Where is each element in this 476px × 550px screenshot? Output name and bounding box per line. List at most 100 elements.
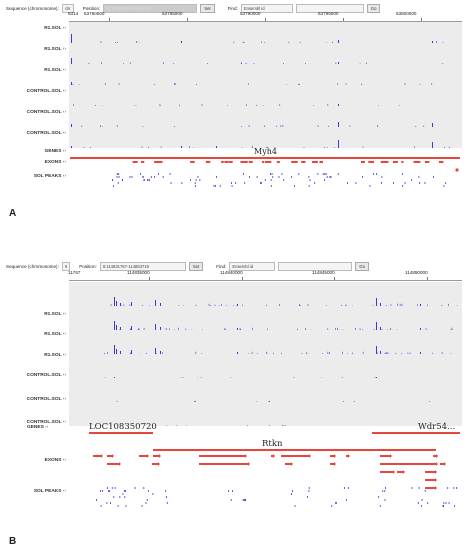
find-input[interactable]: [278, 262, 353, 271]
signal-peak: [354, 401, 355, 402]
signal-peak: [372, 305, 374, 306]
track-exons[interactable]: [69, 448, 462, 485]
signal-peak: [409, 352, 411, 354]
set-button[interactable]: Set: [200, 4, 215, 13]
position-input[interactable]: 11:67160000-67190000: [103, 4, 198, 13]
signal-peak: [221, 304, 222, 306]
sol-peak-mark: [190, 179, 192, 181]
exon-arrow: [291, 462, 293, 466]
track-label-genes[interactable]: GENES ‹›: [44, 149, 66, 154]
track-label-control-sol[interactable]: CONTROL.SOL ‹›: [26, 373, 66, 378]
signal-peak: [71, 34, 72, 43]
track-label-r1-sol[interactable]: R1.SOL ‹›: [44, 68, 66, 73]
signal-peak: [123, 304, 125, 306]
find-input[interactable]: [295, 4, 364, 13]
ruler-tick-label: 53800000: [396, 11, 417, 16]
track-sol-peaks[interactable]: [69, 484, 462, 519]
signal-peak: [241, 147, 243, 148]
exon-arrow: [436, 462, 438, 466]
exon-block: [380, 161, 386, 163]
exon-block: [368, 161, 375, 163]
signal-peak: [146, 353, 147, 354]
signal-peak: [449, 329, 451, 330]
sequence-select[interactable]: 6: [61, 262, 71, 271]
exon-block: [440, 463, 444, 465]
signal-peak: [338, 40, 339, 43]
signal-peak: [163, 62, 164, 64]
signal-peak: [432, 352, 434, 354]
signal-peak: [169, 328, 170, 330]
signal-peak: [134, 105, 135, 106]
signal-peak: [322, 353, 323, 354]
sol-peak-mark: [231, 185, 233, 187]
find-select[interactable]: Ensembl id: [240, 4, 293, 13]
signal-peak: [293, 377, 295, 378]
track-label-control-sol[interactable]: CONTROL.SOL ‹›: [26, 131, 66, 136]
sequence-select[interactable]: chr: [61, 4, 74, 13]
signal-peak: [252, 146, 253, 148]
signal-peak: [240, 329, 241, 330]
track-label-control-sol[interactable]: CONTROL.SOL ‹›: [26, 397, 66, 402]
signal-peak: [155, 300, 156, 306]
track-label-exons[interactable]: EXONS ‹›: [44, 160, 66, 165]
sol-peak-mark: [215, 185, 216, 187]
signal-peak: [359, 63, 361, 64]
track-label-control-sol[interactable]: CONTROL.SOL ‹›: [26, 110, 66, 115]
signal-peak: [236, 305, 238, 306]
signal-peak: [341, 305, 342, 306]
signal-peak: [327, 104, 329, 106]
sol-peak-mark: [194, 182, 196, 184]
go-button[interactable]: Go: [366, 4, 381, 13]
exon-block: [153, 455, 159, 457]
signal-peak: [176, 425, 178, 426]
track-label-genes[interactable]: GENES ‹›: [27, 425, 49, 430]
sol-peak-mark: [148, 179, 150, 181]
track-label-r1-sol[interactable]: R1.SOL ‹›: [44, 26, 66, 31]
track-label-control-sol[interactable]: CONTROL.SOL ‹›: [26, 89, 66, 94]
track-label-r1-sol[interactable]: R1.SOL ‹›: [44, 353, 66, 358]
signal-peak: [201, 329, 203, 330]
sol-peak-mark: [421, 499, 423, 501]
track-label-sol-peaks[interactable]: SOL PEAKS ‹›: [33, 174, 66, 179]
sol-peak-mark: [244, 499, 246, 501]
sol-peak-mark: [325, 173, 327, 175]
signal-peak: [180, 41, 182, 43]
signal-peak: [334, 327, 336, 330]
sol-peak-mark: [292, 490, 294, 492]
go-button[interactable]: Go: [355, 262, 369, 271]
track-control-sol-3[interactable]: [69, 402, 462, 427]
sol-peak-mark: [108, 490, 109, 492]
signal-peak: [114, 345, 115, 354]
sol-peak-mark: [392, 182, 394, 184]
signal-peak: [449, 146, 450, 148]
exon-block: [438, 161, 444, 163]
position-input[interactable]: 6:114831767-114853719: [99, 262, 186, 271]
track-r1-sol-3[interactable]: [69, 330, 462, 355]
signal-peak: [381, 329, 383, 330]
exon-block: [240, 161, 247, 163]
set-button[interactable]: Set: [188, 262, 204, 271]
signal-peak: [264, 125, 265, 127]
signal-peak: [149, 305, 150, 306]
signal-peak: [288, 41, 290, 43]
track-label-sol-peaks[interactable]: SOL PEAKS ‹›: [33, 489, 66, 494]
sol-peak-mark: [124, 490, 125, 492]
signal-peak: [362, 146, 364, 148]
signal-peak: [432, 142, 433, 148]
signal-peak: [241, 125, 243, 127]
sol-peak-mark: [326, 176, 328, 178]
track-label-control-sol[interactable]: CONTROL.SOL ‹›: [26, 420, 66, 425]
sol-peak-mark: [308, 487, 310, 489]
signal-peak: [216, 146, 217, 148]
sol-peak-mark: [122, 179, 123, 181]
exon-arrow: [390, 454, 392, 458]
find-select[interactable]: Ensembl id: [229, 262, 276, 271]
track-label-r1-sol[interactable]: R1.SOL ‹›: [44, 312, 66, 317]
track-label-r1-sol[interactable]: R1.SOL ‹›: [44, 47, 66, 52]
signal-peak: [155, 348, 156, 354]
track-label-exons[interactable]: EXONS ‹›: [44, 458, 66, 463]
track-label-r1-sol[interactable]: R1.SOL ‹›: [44, 332, 66, 337]
track-sol-peaks[interactable]: [69, 170, 462, 196]
signal-peak: [359, 328, 361, 330]
exon-block: [425, 479, 435, 481]
